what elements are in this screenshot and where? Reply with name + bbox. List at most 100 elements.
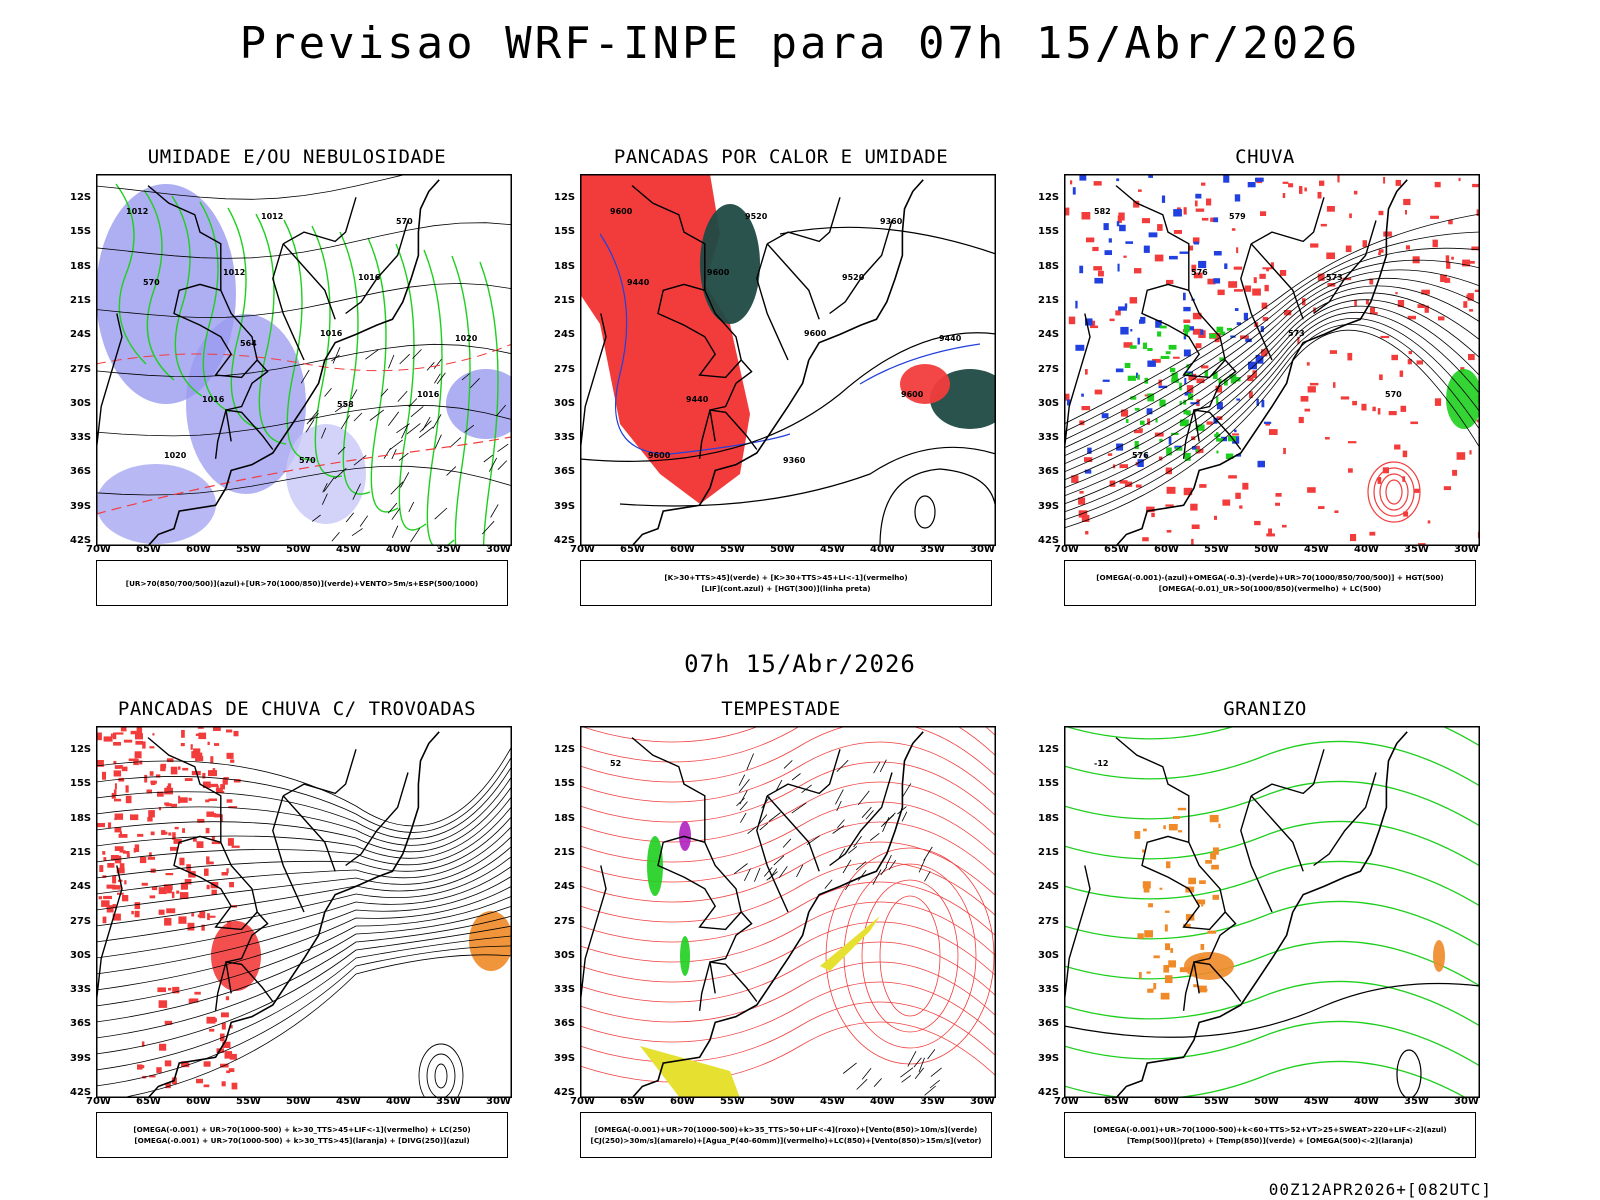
lon-tick-label: 65W xyxy=(620,544,645,555)
lon-tick-label: 45W xyxy=(820,1096,845,1107)
storm-cell xyxy=(229,1053,237,1060)
contour-label: 1012 xyxy=(261,212,283,221)
wind-vector xyxy=(918,1057,925,1073)
weather-map: 582 576 573 570 576 579 573 xyxy=(1064,174,1480,546)
wind-vector xyxy=(399,353,410,365)
rain-cell xyxy=(1231,228,1236,231)
hail-cell xyxy=(1153,955,1160,959)
storm-cell xyxy=(230,759,235,763)
rain-cell xyxy=(1427,520,1431,524)
rain-cell xyxy=(1434,181,1441,188)
lat-tick-label: 36S xyxy=(554,1018,576,1030)
storm-cell xyxy=(180,743,185,747)
storm-cell xyxy=(148,810,155,818)
wind-vector xyxy=(397,390,408,402)
rain-cell-blue xyxy=(1120,326,1129,335)
lon-tick-label: 65W xyxy=(620,1096,645,1107)
rain-cell xyxy=(1115,310,1121,316)
hail-cell xyxy=(1164,924,1168,932)
rain-cell xyxy=(1254,520,1261,526)
rain-cell-blue xyxy=(1243,312,1248,321)
rain-cell xyxy=(1190,503,1198,511)
rain-cell xyxy=(1260,211,1267,216)
storm-cell xyxy=(155,774,161,778)
storm-cell xyxy=(221,791,225,794)
lon-tick-label: 50W xyxy=(286,1096,311,1107)
rain-cell-blue xyxy=(1130,329,1133,332)
wind-vector xyxy=(838,848,846,859)
rain-cell xyxy=(1228,475,1237,479)
rain-cell xyxy=(1158,456,1163,461)
rain-cell xyxy=(1146,506,1155,513)
wind-vector xyxy=(390,481,404,495)
contour-label: 1016 xyxy=(417,390,440,399)
storm-cell xyxy=(102,851,106,855)
state-border xyxy=(1240,795,1273,913)
rain-cell xyxy=(1309,382,1319,386)
streamline-250 xyxy=(418,1043,464,1098)
storm-cell xyxy=(207,741,210,746)
hgt-500-contour xyxy=(1064,329,1480,529)
lat-tick-label: 33S xyxy=(1038,432,1060,444)
storm-cell xyxy=(210,756,214,764)
hail-cell xyxy=(1213,847,1219,855)
rain-cell-blue xyxy=(1102,379,1110,382)
wind-vector xyxy=(835,789,844,805)
storm-cell xyxy=(112,913,121,921)
rain-cell xyxy=(1380,335,1390,339)
state-border xyxy=(1313,220,1377,315)
wind-vector xyxy=(446,466,457,476)
humidity-contour-low xyxy=(283,219,315,461)
storm-cell xyxy=(126,853,130,858)
streamline-250 xyxy=(426,1053,456,1098)
rain-cell-blue xyxy=(1213,251,1222,256)
storm-cell xyxy=(158,909,165,915)
state-border xyxy=(631,737,706,843)
storm-cell xyxy=(113,789,117,796)
rain-cell-green xyxy=(1232,377,1241,382)
hail-cell xyxy=(1168,824,1178,831)
wind-vector xyxy=(359,515,369,527)
rain-cell xyxy=(1348,468,1353,473)
storm-cell xyxy=(149,852,152,857)
wind-vector xyxy=(801,784,812,794)
storm-cell xyxy=(206,861,214,865)
hail-cell xyxy=(1143,828,1147,832)
run-info: 00Z12APR2026+[082UTC] xyxy=(1268,1180,1492,1199)
rain-cell xyxy=(1207,278,1216,285)
map-layers xyxy=(96,726,512,1098)
storm-cell xyxy=(226,752,234,759)
rain-cell-green xyxy=(1140,420,1145,425)
humidity-contour-low xyxy=(115,183,147,365)
rain-cell-blue xyxy=(1245,338,1252,343)
rain-cell-blue xyxy=(1184,377,1187,385)
storm-cell xyxy=(206,856,210,865)
lon-tick-label: 65W xyxy=(136,544,161,555)
rain-cell xyxy=(1407,315,1416,320)
rain-cell xyxy=(1445,255,1450,263)
wind-vector xyxy=(763,866,773,877)
wind-vector xyxy=(747,826,757,835)
rain-cell-green xyxy=(1195,424,1205,431)
map-frame xyxy=(580,174,996,546)
hgt-contour xyxy=(914,495,936,529)
temp-500-contour xyxy=(1064,982,1480,1038)
wind-vector xyxy=(353,455,367,466)
rain-cell xyxy=(1183,319,1191,323)
lon-tick-label: 45W xyxy=(1304,544,1329,555)
lat-tick-label: 12S xyxy=(70,744,92,755)
wind-vector xyxy=(929,1079,940,1089)
lon-tick-label: 55W xyxy=(720,1096,745,1107)
wind-vector xyxy=(306,410,319,425)
lon-tick-label: 65W xyxy=(136,1096,161,1107)
rain-cell xyxy=(1206,421,1213,425)
contour-label: 573 xyxy=(1326,273,1343,282)
rain-cell xyxy=(1299,186,1303,194)
storm-cell xyxy=(206,1016,216,1024)
state-border xyxy=(214,409,274,459)
wind-vector xyxy=(311,514,321,522)
storm-cell xyxy=(204,868,209,876)
wind-vector xyxy=(902,783,912,797)
streamline-250 xyxy=(96,875,512,975)
map-layers xyxy=(580,726,996,1098)
